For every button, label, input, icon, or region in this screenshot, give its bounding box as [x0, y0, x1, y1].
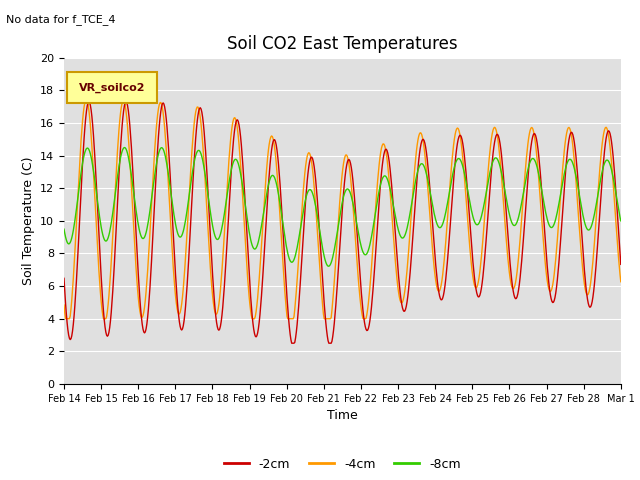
Text: No data for f_TCE_4: No data for f_TCE_4: [6, 14, 116, 25]
Y-axis label: Soil Temperature (C): Soil Temperature (C): [22, 156, 35, 285]
Legend: -2cm, -4cm, -8cm: -2cm, -4cm, -8cm: [219, 453, 466, 476]
X-axis label: Time: Time: [327, 409, 358, 422]
Title: Soil CO2 East Temperatures: Soil CO2 East Temperatures: [227, 35, 458, 53]
Text: VR_soilco2: VR_soilco2: [79, 83, 145, 93]
